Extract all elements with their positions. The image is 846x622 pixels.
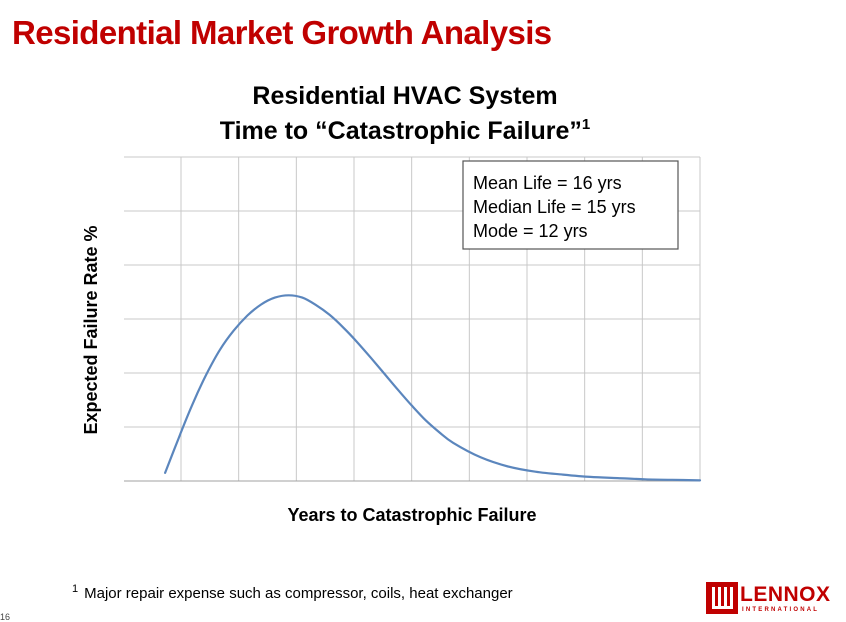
curve-point: [370, 357, 372, 359]
curve-point: [438, 431, 440, 433]
curve-point: [507, 466, 509, 468]
curve-point: [205, 374, 207, 376]
footnote: 1 Major repair expense such as compressor…: [72, 583, 513, 602]
chart-title-line-1: Residential HVAC System: [252, 82, 558, 110]
annotation-mode: Mode = 12 yrs: [473, 221, 588, 241]
footnote-marker: 1: [72, 583, 79, 595]
curve-point: [192, 403, 194, 405]
lennox-logo: LENNOX INTERNATIONAL: [706, 582, 841, 618]
curve-point: [411, 405, 413, 407]
curve-point: [617, 477, 619, 479]
curve-point: [288, 294, 290, 296]
slide-title: Residential Market Growth Analysis: [12, 14, 552, 51]
curve-point: [425, 419, 427, 421]
logo-subtext: INTERNATIONAL: [742, 607, 820, 613]
failure-rate-curve: [164, 294, 702, 482]
curve-point: [342, 327, 344, 329]
curve-point: [233, 330, 235, 332]
curve-point: [672, 479, 674, 481]
annotation-median-life: Median Life = 15 yrs: [473, 197, 636, 217]
curve-point: [274, 297, 276, 299]
curve-point: [178, 437, 180, 439]
chart-title-footnote-marker: 1: [581, 116, 591, 133]
curve-point: [219, 349, 221, 351]
curve-point: [452, 442, 454, 444]
curve-point: [260, 304, 262, 306]
footnote-text: Major repair expense such as compressor,…: [84, 585, 513, 602]
stats-annotation-box: Mean Life = 16 yrs Median Life = 15 yrs …: [462, 160, 679, 250]
curve-point: [301, 297, 303, 299]
annotation-mean-life: Mean Life = 16 yrs: [473, 173, 622, 193]
lennox-logo-icon: [706, 582, 738, 614]
stats-box-frame: [462, 160, 679, 250]
x-axis-label: Years to Catastrophic Failure: [287, 505, 536, 525]
page-number: 16: [0, 612, 11, 622]
curve-point: [699, 479, 701, 481]
curve-point: [384, 373, 386, 375]
curve-point: [164, 472, 166, 474]
y-axis-label: Expected Failure Rate %: [81, 225, 101, 434]
curve-point: [480, 456, 482, 458]
curve-point: [589, 476, 591, 478]
curve-points: [164, 294, 701, 481]
curve-point: [562, 474, 564, 476]
curve-point: [246, 315, 248, 317]
curve-point: [329, 314, 331, 316]
curve-point: [644, 478, 646, 480]
curve-point: [397, 389, 399, 391]
curve-point: [315, 304, 317, 306]
curve-point: [534, 471, 536, 473]
curve-point: [356, 341, 358, 343]
chart-title-line-2: Time to “Catastrophic Failure”1: [150, 116, 660, 146]
logo-wordmark: LENNOX: [740, 583, 831, 606]
chart-title-text: Time to “Catastrophic Failure”: [219, 117, 582, 145]
